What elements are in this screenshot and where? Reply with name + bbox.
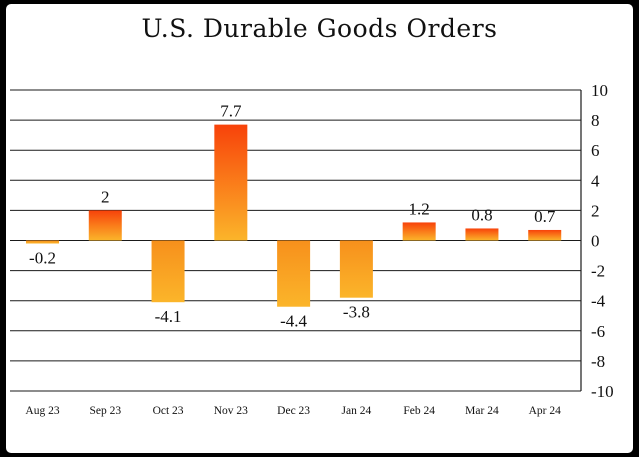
y-tick-label: 6 xyxy=(591,141,600,160)
x-tick-label: Mar 24 xyxy=(465,405,499,417)
bar xyxy=(151,240,185,303)
data-label: -4.4 xyxy=(280,312,307,331)
x-tick-label: Dec 23 xyxy=(277,405,310,417)
data-label: -0.2 xyxy=(29,249,56,268)
bar xyxy=(339,240,373,298)
data-label: -4.1 xyxy=(155,307,182,326)
bar xyxy=(402,222,436,241)
x-tick-label: Sep 23 xyxy=(89,405,121,417)
bar xyxy=(277,240,311,307)
bar xyxy=(88,210,122,241)
bar xyxy=(528,229,562,241)
bar xyxy=(465,228,499,241)
x-tick-label: Oct 23 xyxy=(153,405,184,417)
data-label: 1.2 xyxy=(409,199,430,218)
y-tick-label: -4 xyxy=(591,292,606,311)
y-tick-label: -8 xyxy=(591,352,605,371)
data-label: 2 xyxy=(101,187,110,206)
y-tick-label: -10 xyxy=(591,382,614,401)
y-tick-label: 4 xyxy=(591,171,600,190)
x-tick-label: Aug 23 xyxy=(25,405,59,417)
y-tick-label: 2 xyxy=(591,201,600,220)
y-tick-label: 8 xyxy=(591,111,600,130)
y-tick-label: 0 xyxy=(591,232,600,251)
x-tick-label: Apr 24 xyxy=(529,405,562,417)
y-tick-label: 10 xyxy=(591,81,608,100)
x-tick-label: Nov 23 xyxy=(214,405,248,417)
chart-title: U.S. Durable Goods Orders xyxy=(141,14,498,43)
x-tick-label: Jan 24 xyxy=(342,405,372,417)
data-label: 7.7 xyxy=(220,102,242,121)
bar xyxy=(26,240,59,244)
bar xyxy=(214,124,248,241)
y-tick-label: -2 xyxy=(591,262,605,281)
data-label: 0.7 xyxy=(534,207,556,226)
data-label: -3.8 xyxy=(343,303,370,322)
data-label: 0.8 xyxy=(471,205,492,224)
x-tick-label: Feb 24 xyxy=(403,405,435,417)
y-tick-label: -6 xyxy=(591,322,605,341)
